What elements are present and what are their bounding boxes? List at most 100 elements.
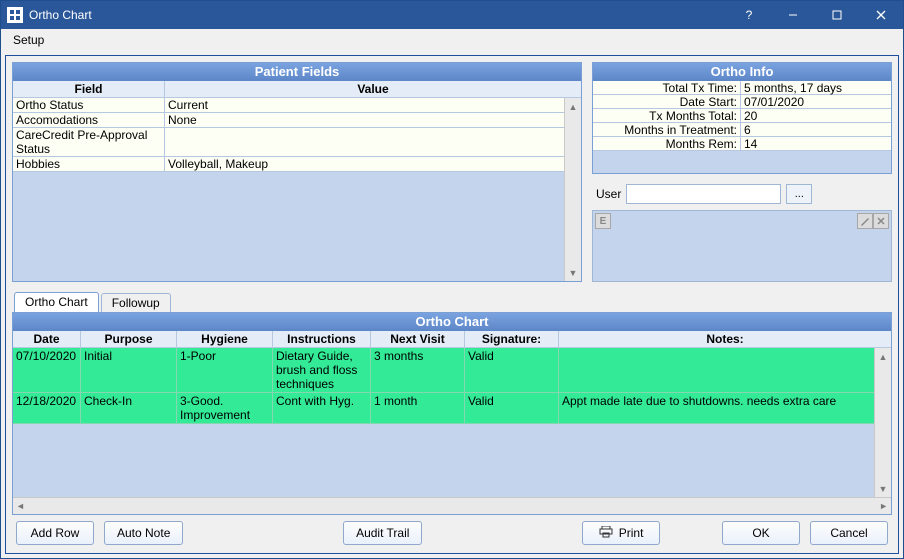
scroll-left-icon[interactable]: ◄ xyxy=(16,501,25,511)
menubar: Setup xyxy=(1,29,903,51)
chart-cell-instructions: Dietary Guide, brush and floss technique… xyxy=(273,348,371,393)
tabs: Ortho Chart Followup xyxy=(12,290,892,312)
window-root: Ortho Chart ? Setup Patient Fields Field xyxy=(0,0,904,559)
print-button[interactable]: Print xyxy=(582,521,660,545)
patient-field-row[interactable]: CareCredit Pre-Approval Status xyxy=(13,128,564,157)
pf-header-value: Value xyxy=(165,81,581,97)
chart-cell-next: 1 month xyxy=(371,393,465,424)
signature-tool-pen-icon[interactable] xyxy=(857,213,873,229)
oi-value: 14 xyxy=(741,137,891,150)
scroll-up-icon[interactable]: ▲ xyxy=(565,98,581,115)
oi-label: Months Rem: xyxy=(593,137,741,150)
chart-col-hygiene: Hygiene xyxy=(177,331,273,347)
app-icon xyxy=(7,7,23,23)
user-input[interactable] xyxy=(626,184,781,204)
pf-value xyxy=(165,128,564,156)
ortho-info-column: Ortho Info Total Tx Time:5 months, 17 da… xyxy=(592,62,892,282)
chart-rows[interactable]: 07/10/2020Initial1-PoorDietary Guide, br… xyxy=(13,348,874,497)
user-lookup-button[interactable]: ... xyxy=(786,184,812,204)
signature-panel[interactable]: E xyxy=(592,210,892,282)
ortho-info-title: Ortho Info xyxy=(593,63,891,81)
patient-fields-panel: Patient Fields Field Value Ortho StatusC… xyxy=(12,62,582,282)
pf-field: Hobbies xyxy=(13,157,165,171)
scroll-down-icon[interactable]: ▼ xyxy=(565,264,581,281)
pf-field: CareCredit Pre-Approval Status xyxy=(13,128,165,156)
oi-label: Date Start: xyxy=(593,95,741,108)
chart-cell-sig: Valid xyxy=(465,348,559,393)
auto-note-button[interactable]: Auto Note xyxy=(104,521,183,545)
chart-col-instructions: Instructions xyxy=(273,331,371,347)
cancel-button[interactable]: Cancel xyxy=(810,521,888,545)
chart-col-signature: Signature: xyxy=(465,331,559,347)
patient-field-row[interactable]: AccomodationsNone xyxy=(13,113,564,128)
ortho-info-row: Total Tx Time:5 months, 17 days xyxy=(593,81,891,95)
user-label: User xyxy=(594,187,621,201)
chart-cell-next: 3 months xyxy=(371,348,465,393)
oi-value: 07/01/2020 xyxy=(741,95,891,108)
ortho-chart-title: Ortho Chart xyxy=(13,313,891,331)
patient-field-row[interactable]: Ortho StatusCurrent xyxy=(13,98,564,113)
chart-cell-purpose: Check-In xyxy=(81,393,177,424)
help-button[interactable]: ? xyxy=(727,1,771,29)
tab-ortho-chart[interactable]: Ortho Chart xyxy=(14,292,99,312)
button-row: Add Row Auto Note Audit Trail Print OK C… xyxy=(12,515,892,547)
scroll-down-icon[interactable]: ▼ xyxy=(875,480,891,497)
chart-scrollbar-vertical[interactable]: ▲ ▼ xyxy=(874,348,891,497)
chart-col-purpose: Purpose xyxy=(81,331,177,347)
patient-fields-title: Patient Fields xyxy=(13,63,581,81)
chart-row[interactable]: 07/10/2020Initial1-PoorDietary Guide, br… xyxy=(13,348,874,393)
chart-cell-sig: Valid xyxy=(465,393,559,424)
menu-setup[interactable]: Setup xyxy=(5,31,52,49)
pf-value: None xyxy=(165,113,564,127)
chart-row[interactable]: 12/18/2020Check-In3-Good. ImprovementCon… xyxy=(13,393,874,424)
ortho-info-row: Tx Months Total:20 xyxy=(593,109,891,123)
oi-value: 20 xyxy=(741,109,891,122)
patient-fields-header: Field Value xyxy=(13,81,581,98)
client-area: Patient Fields Field Value Ortho StatusC… xyxy=(5,55,899,554)
signature-tool-clear-icon[interactable] xyxy=(873,213,889,229)
chart-cell-date: 07/10/2020 xyxy=(13,348,81,393)
chart-header: Date Purpose Hygiene Instructions Next V… xyxy=(13,331,891,348)
close-button[interactable] xyxy=(859,1,903,29)
ortho-info-rows: Total Tx Time:5 months, 17 daysDate Star… xyxy=(593,81,891,151)
printer-icon xyxy=(599,526,613,541)
patient-field-row[interactable]: HobbiesVolleyball, Makeup xyxy=(13,157,564,172)
minimize-button[interactable] xyxy=(771,1,815,29)
oi-label: Months in Treatment: xyxy=(593,123,741,136)
chart-cell-hygiene: 1-Poor xyxy=(177,348,273,393)
oi-label: Total Tx Time: xyxy=(593,81,741,94)
chart-cell-notes xyxy=(559,348,874,393)
pf-field: Accomodations xyxy=(13,113,165,127)
chart-cell-date: 12/18/2020 xyxy=(13,393,81,424)
oi-value: 5 months, 17 days xyxy=(741,81,891,94)
ok-button[interactable]: OK xyxy=(722,521,800,545)
ortho-chart-panel: Ortho Chart Date Purpose Hygiene Instruc… xyxy=(12,312,892,515)
oi-label: Tx Months Total: xyxy=(593,109,741,122)
add-row-button[interactable]: Add Row xyxy=(16,521,94,545)
ortho-info-row: Months Rem:14 xyxy=(593,137,891,151)
chart-col-next: Next Visit xyxy=(371,331,465,347)
pf-header-field: Field xyxy=(13,81,165,97)
audit-trail-button[interactable]: Audit Trail xyxy=(343,521,422,545)
chart-scrollbar-horizontal[interactable]: ◄ ► xyxy=(13,497,891,514)
chart-cell-instructions: Cont with Hyg. xyxy=(273,393,371,424)
chart-cell-hygiene: 3-Good. Improvement xyxy=(177,393,273,424)
oi-value: 6 xyxy=(741,123,891,136)
chart-col-date: Date xyxy=(13,331,81,347)
patient-fields-rows: Ortho StatusCurrentAccomodationsNoneCare… xyxy=(13,98,564,281)
chart-cell-notes: Appt made late due to shutdowns. needs e… xyxy=(559,393,874,424)
pf-scrollbar[interactable]: ▲ ▼ xyxy=(564,98,581,281)
titlebar: Ortho Chart ? xyxy=(1,1,903,29)
scroll-up-icon[interactable]: ▲ xyxy=(875,348,891,365)
user-row: User ... xyxy=(592,180,892,208)
pf-field: Ortho Status xyxy=(13,98,165,112)
ortho-info-row: Date Start:07/01/2020 xyxy=(593,95,891,109)
signature-e-button[interactable]: E xyxy=(595,213,611,229)
maximize-button[interactable] xyxy=(815,1,859,29)
ortho-info-row: Months in Treatment:6 xyxy=(593,123,891,137)
tab-followup[interactable]: Followup xyxy=(101,293,171,312)
window-title: Ortho Chart xyxy=(29,8,727,22)
scroll-right-icon[interactable]: ► xyxy=(879,501,888,511)
chart-col-notes: Notes: xyxy=(559,331,891,347)
chart-cell-purpose: Initial xyxy=(81,348,177,393)
